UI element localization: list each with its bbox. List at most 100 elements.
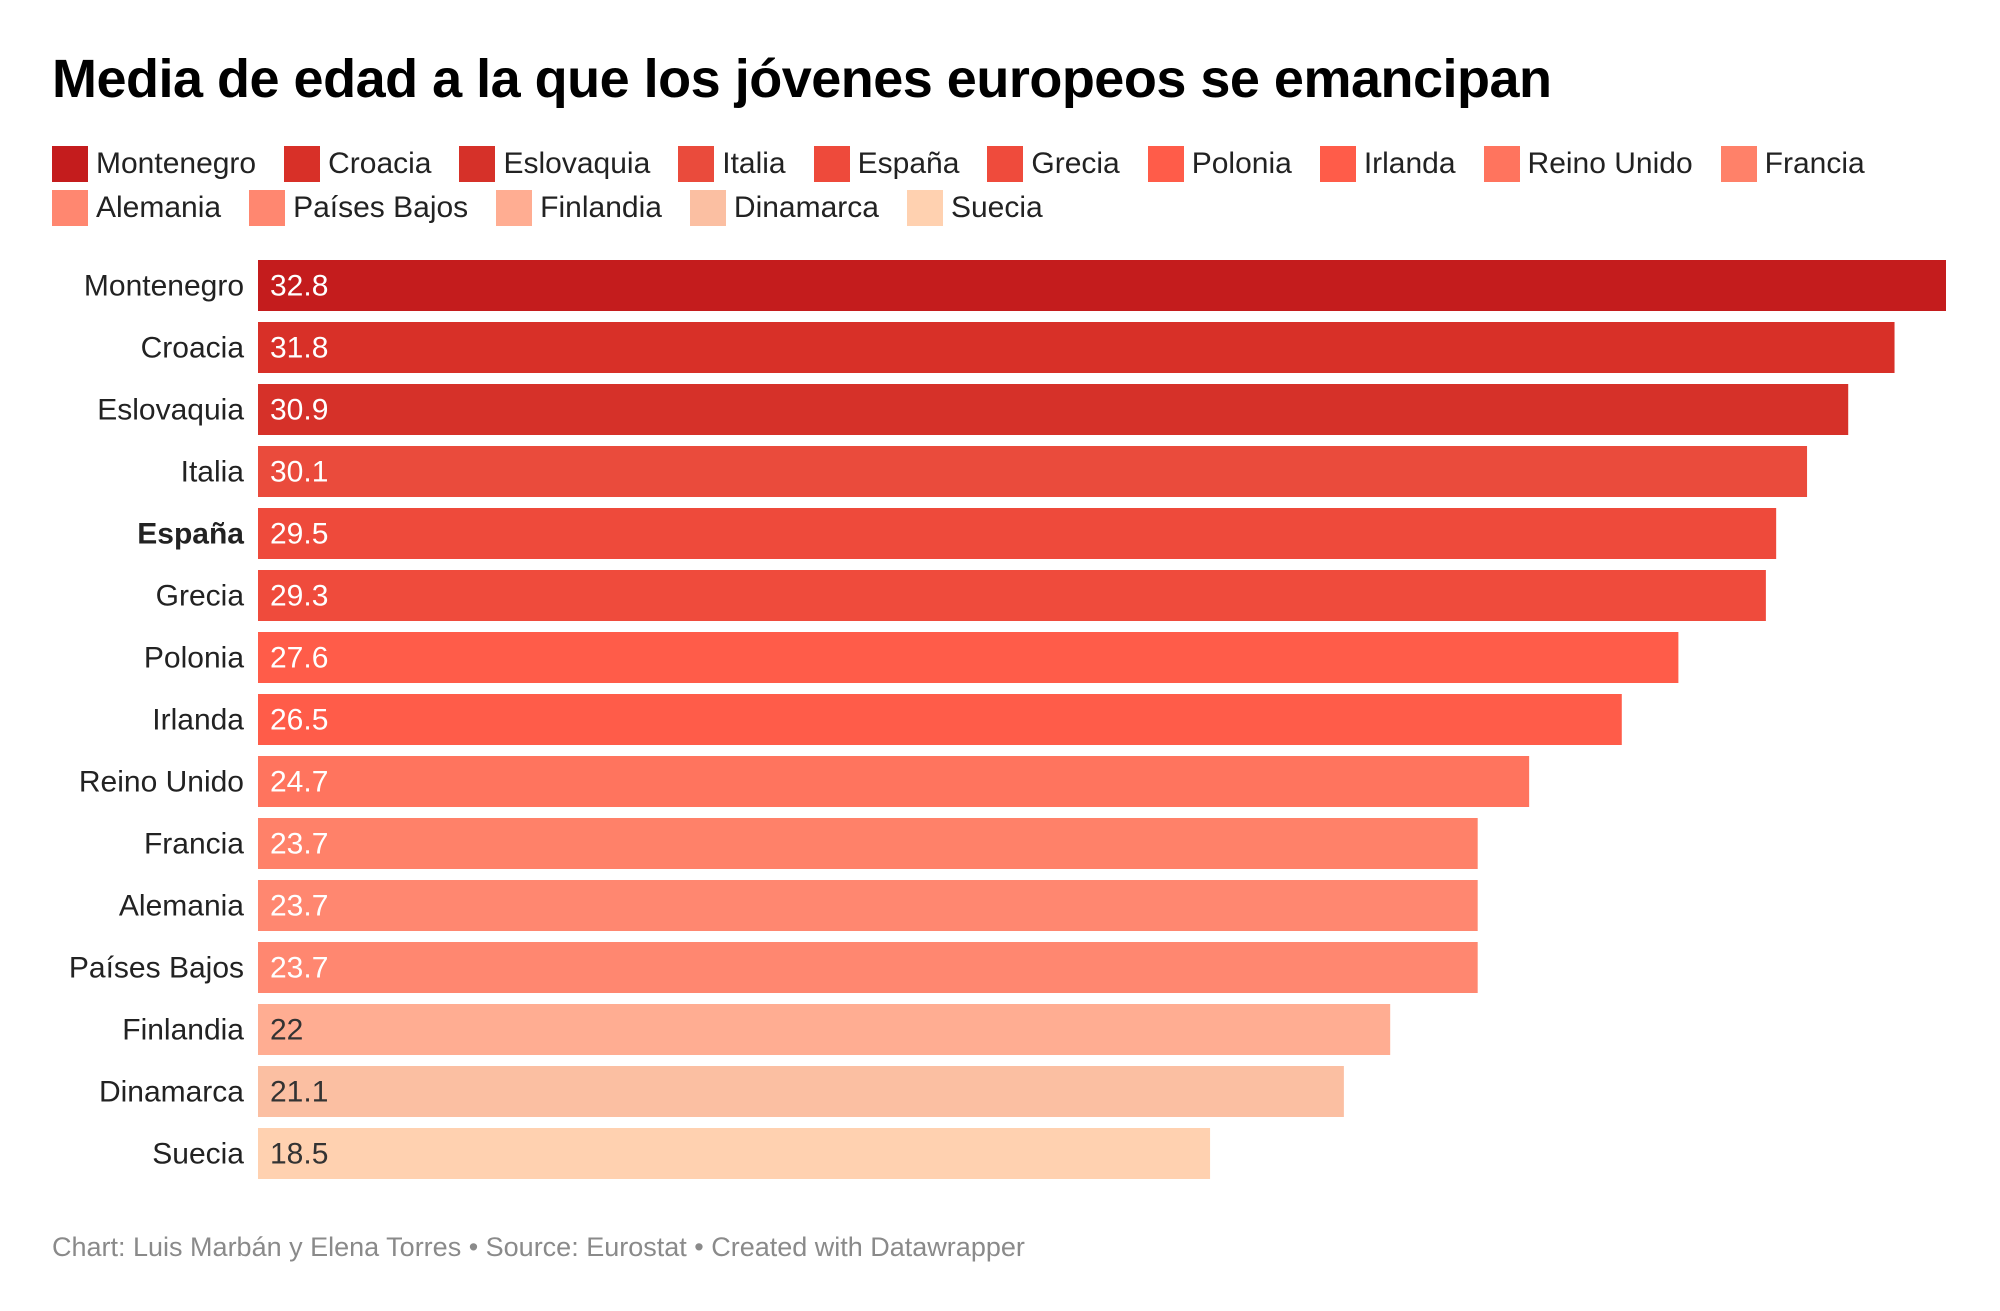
legend-label: Croacia xyxy=(328,147,432,180)
bar xyxy=(258,1066,1344,1117)
value-label: 23.7 xyxy=(270,952,328,985)
value-label: 24.7 xyxy=(270,766,328,799)
bar xyxy=(258,694,1622,745)
legend-label: Polonia xyxy=(1191,147,1292,180)
legend-item: Grecia xyxy=(987,146,1120,182)
legend-item: Alemania xyxy=(52,190,221,226)
chart-title: Media de edad a la que los jóvenes europ… xyxy=(52,49,1552,109)
bar-row: Finlandia 22 xyxy=(122,1004,1391,1055)
bar xyxy=(258,756,1530,807)
legend-label: Grecia xyxy=(1031,147,1120,180)
bar xyxy=(258,1004,1391,1055)
legend-swatch xyxy=(678,146,715,182)
legend-swatch xyxy=(906,190,943,226)
category-label: Montenegro xyxy=(84,270,244,303)
legend-label: Finlandia xyxy=(540,191,662,224)
value-label: 30.1 xyxy=(270,456,328,489)
bar xyxy=(258,880,1478,931)
category-label: Polonia xyxy=(144,642,244,675)
bar-row: Reino Unido 24.7 xyxy=(79,756,1530,807)
chart-footer: Chart: Luis Marbán y Elena Torres • Sour… xyxy=(52,1232,1025,1262)
legend-item: Finlandia xyxy=(496,190,662,226)
legend-item: Países Bajos xyxy=(249,190,468,226)
category-label: Grecia xyxy=(156,580,245,613)
value-label: 23.7 xyxy=(270,828,328,861)
category-label: España xyxy=(137,518,244,551)
legend-item: Croacia xyxy=(284,146,431,182)
value-label: 29.3 xyxy=(270,580,328,613)
value-label: 31.8 xyxy=(270,332,328,365)
legend-swatch xyxy=(249,190,286,226)
bar xyxy=(258,322,1895,373)
legend-swatch xyxy=(1483,146,1520,182)
bar xyxy=(258,508,1777,559)
legend: Montenegro Croacia Eslovaquia Italia España G… xyxy=(52,146,1972,226)
legend-label: Reino Unido xyxy=(1527,147,1693,180)
category-label: Alemania xyxy=(119,890,244,923)
legend-swatch xyxy=(52,190,88,226)
legend-label: Francia xyxy=(1764,147,1865,180)
value-label: 29.5 xyxy=(270,518,328,551)
category-label: Croacia xyxy=(141,332,245,365)
bar xyxy=(258,818,1478,869)
category-label: Irlanda xyxy=(152,704,244,737)
legend-swatch xyxy=(459,146,496,182)
legend-swatch xyxy=(496,190,533,226)
legend-swatch xyxy=(52,146,88,182)
bar-row: Suecia 18.5 xyxy=(152,1128,1211,1179)
category-label: Reino Unido xyxy=(79,766,244,799)
legend-label: Países Bajos xyxy=(293,191,469,224)
bar-row: Francia 23.7 xyxy=(144,818,1478,869)
value-label: 32.8 xyxy=(270,270,328,303)
category-label: Dinamarca xyxy=(99,1076,244,1109)
category-label: Suecia xyxy=(152,1138,244,1171)
legend-item: Francia xyxy=(1720,146,1865,182)
bar-row: España 29.5 xyxy=(137,508,1777,559)
legend-swatch xyxy=(1147,146,1184,182)
legend-item: Suecia xyxy=(906,190,1043,226)
bar-row: Alemania 23.7 xyxy=(119,880,1478,931)
legend-swatch xyxy=(1319,146,1356,182)
bar-chart: Montenegro 32.8 Croacia 31.8 Eslovaquia 30.9 I… xyxy=(69,260,1946,1179)
legend-label: Irlanda xyxy=(1363,147,1456,180)
category-label: Francia xyxy=(144,828,244,861)
legend-item: España xyxy=(813,146,959,182)
bar-row: Irlanda 26.5 xyxy=(152,694,1622,745)
bar-row: Montenegro 32.8 xyxy=(84,260,1946,311)
legend-swatch xyxy=(284,146,321,182)
value-label: 22 xyxy=(270,1014,303,1047)
value-label: 23.7 xyxy=(270,890,328,923)
legend-item: Reino Unido xyxy=(1483,146,1693,182)
bar-row: Eslovaquia 30.9 xyxy=(97,384,1849,435)
category-label: Finlandia xyxy=(122,1014,244,1047)
legend-swatch xyxy=(689,190,726,226)
bar xyxy=(258,570,1766,621)
bar xyxy=(258,446,1808,497)
bar-row: Croacia 31.8 xyxy=(141,322,1895,373)
bar xyxy=(258,632,1679,683)
legend-label: Eslovaquia xyxy=(503,147,651,180)
category-label: Italia xyxy=(181,456,245,489)
legend-swatch xyxy=(1720,146,1757,182)
bar-row: Polonia 27.6 xyxy=(144,632,1679,683)
value-label: 26.5 xyxy=(270,704,328,737)
value-label: 30.9 xyxy=(270,394,328,427)
bar-row: Grecia 29.3 xyxy=(156,570,1766,621)
legend-item: Eslovaquia xyxy=(459,146,650,182)
legend-label: Italia xyxy=(722,147,786,180)
legend-item: Irlanda xyxy=(1319,146,1456,182)
legend-label: Montenegro xyxy=(96,147,257,180)
legend-item: Dinamarca xyxy=(689,190,879,226)
legend-label: Suecia xyxy=(950,191,1043,224)
bar xyxy=(258,260,1946,311)
legend-item: Italia xyxy=(678,146,786,182)
category-label: Eslovaquia xyxy=(97,394,244,427)
value-label: 18.5 xyxy=(270,1138,328,1171)
bar-row: Países Bajos 23.7 xyxy=(69,942,1478,993)
bar xyxy=(258,1128,1211,1179)
value-label: 21.1 xyxy=(270,1076,328,1109)
legend-swatch xyxy=(987,146,1024,182)
legend-label: Alemania xyxy=(96,191,222,224)
value-label: 27.6 xyxy=(270,642,328,675)
bar xyxy=(258,942,1478,993)
